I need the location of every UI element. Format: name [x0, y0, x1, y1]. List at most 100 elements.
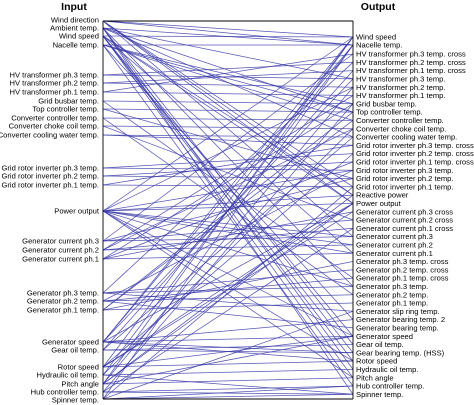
link-pitch-angle-to-wind-speed	[102, 36, 354, 385]
link-generator-current-ph-3-to-hv-transformer-ph-3-temp-cross	[102, 53, 354, 242]
link-pitch-angle-to-generator-speed	[102, 335, 354, 385]
output-label-generator-current-ph-3: Generator current ph.3	[356, 232, 433, 241]
input-label-spinner-temp: Spinner temp.	[52, 396, 99, 405]
output-label-hub-controller-temp: Hub controller temp.	[356, 382, 424, 391]
link-hv-transformer-ph-2-temp-to-hv-transformer-ph-1-temp-cross	[102, 70, 354, 84]
link-hv-transformer-ph-2-temp-to-hv-transformer-ph-2-temp	[102, 82, 354, 88]
output-label-generator-current-ph-1-cross: Generator current ph.1 cross	[356, 224, 453, 233]
link-hv-transformer-ph-3-temp-to-hv-transformer-ph-2-temp-cross	[102, 61, 354, 76]
output-label-grid-rotor-inverter-ph-2-temp: Grid rotor inverter ph.2 temp.	[356, 174, 454, 183]
output-label-converter-choke-coil-temp: Converter choke coil temp.	[356, 124, 446, 133]
output-label-generator-ph-1-temp-cross: Generator ph.1 temp. cross	[356, 274, 449, 283]
input-label-generator-current-ph-2: Generator current ph.2	[22, 246, 99, 255]
output-label-generator-ph-3-temp-cross: Generator ph.3 temp. cross	[356, 257, 449, 266]
link-converter-controller-temp-to-generator-ph-2-temp	[102, 117, 354, 296]
input-label-rotor-speed: Rotor speed	[58, 363, 99, 372]
link-wind-speed-to-rotor-speed	[102, 35, 354, 362]
link-rotor-speed-to-generator-speed	[102, 335, 354, 368]
link-generator-speed-to-power-output	[102, 203, 354, 343]
input-label-hv-transformer-ph-2-temp: HV transformer ph.2 temp.	[10, 79, 99, 88]
output-label-generator-ph-2-temp: Generator ph.2 temp.	[356, 290, 428, 299]
link-hydraulic-oil-temp-to-converter-choke-coil-temp	[102, 128, 354, 376]
input-label-hub-controller-temp: Hub controller temp.	[31, 388, 99, 397]
link-gear-oil-temp-to-gear-oil-temp	[102, 344, 354, 351]
input-label-power-output: Power output	[54, 207, 100, 216]
link-wind-direction-to-power-output	[102, 20, 354, 204]
input-label-top-controller-temp: Top controller temp.	[32, 105, 99, 114]
link-spinner-temp-to-nacelle-temp	[102, 44, 354, 400]
input-label-hv-transformer-ph-3-temp: HV transformer ph.3 temp.	[10, 71, 99, 80]
output-label-generator-slip-ring-temp: Generator slip ring temp.	[356, 307, 440, 316]
link-converter-choke-coil-temp-to-converter-choke-coil-temp	[102, 125, 354, 130]
link-wind-speed-to-gear-bearing-temp-hss	[102, 35, 354, 354]
link-wind-direction-to-reactive-power	[102, 20, 354, 196]
output-header: Output	[361, 1, 396, 13]
link-generator-current-ph-3-to-generator-current-ph-2-cross	[102, 219, 354, 242]
output-label-grid-rotor-inverter-ph-2-temp-cross: Grid rotor inverter ph.2 temp. cross	[356, 149, 474, 158]
output-label-gear-bearing-temp-hss: Gear bearing temp. (HSS)	[356, 348, 445, 357]
output-label-gear-oil-temp: Gear oil temp.	[356, 340, 404, 349]
output-label-power-output: Power output	[356, 199, 402, 208]
link-wind-direction-to-nacelle-temp	[102, 20, 354, 46]
input-label-gear-oil-temp: Gear oil temp.	[51, 346, 99, 355]
link-wind-direction-to-grid-rotor-inverter-ph-1-temp	[102, 20, 354, 188]
output-label-generator-ph-2-temp-cross: Generator ph.2 temp. cross	[356, 265, 449, 274]
link-hub-controller-temp-to-hub-controller-temp	[102, 385, 354, 393]
output-label-nacelle-temp: Nacelle temp.	[356, 41, 402, 50]
output-label-generator-current-ph-2: Generator current ph.2	[356, 241, 433, 250]
output-label-reactive-power: Reactive power	[356, 191, 409, 200]
link-spinner-temp-to-spinner-temp	[102, 393, 354, 400]
input-label-hydraulic-oil-temp: Hydraulic oil temp.	[37, 371, 99, 380]
link-power-output-to-generator-current-ph-2	[102, 210, 354, 246]
link-power-output-to-reactive-power	[102, 194, 354, 212]
output-label-generator-ph-1-temp: Generator ph.1 temp.	[356, 299, 428, 308]
link-rotor-speed-to-wind-speed	[102, 36, 354, 368]
link-power-output-to-hv-transformer-ph-2-temp	[102, 86, 354, 212]
link-rotor-speed-to-grid-rotor-inverter-ph-2-temp-cross	[102, 153, 354, 368]
input-label-generator-ph-1-temp: Generator ph.1 temp.	[27, 306, 99, 315]
link-ambient-temp-to-generator-ph-3-temp	[102, 27, 354, 287]
input-label-converter-cooling-water-temp: Converter cooling water temp.	[0, 131, 99, 140]
link-grid-rotor-inverter-ph-1-temp-to-grid-rotor-inverter-ph-1-temp	[102, 184, 354, 188]
input-label-wind-speed: Wind speed	[59, 32, 99, 41]
link-generator-ph-3-temp-to-hv-transformer-ph-2-temp-cross	[102, 62, 354, 294]
link-power-output-to-generator-current-ph-1	[102, 210, 354, 254]
link-grid-rotor-inverter-ph-3-temp-to-grid-rotor-inverter-ph-2-temp-cross	[102, 153, 354, 169]
link-wind-direction-to-wind-speed	[102, 20, 354, 38]
link-generator-ph-3-temp-to-generator-slip-ring-temp	[102, 292, 354, 312]
output-label-grid-rotor-inverter-ph-3-temp: Grid rotor inverter ph.3 temp.	[356, 166, 454, 175]
link-hv-transformer-ph-1-temp-to-hv-transformer-ph-3-temp-cross	[102, 53, 354, 93]
input-label-nacelle-temp: Nacelle temp.	[53, 41, 99, 50]
link-pitch-angle-to-hv-transformer-ph-2-temp	[102, 86, 354, 385]
input-label-grid-rotor-inverter-ph-3-temp: Grid rotor inverter ph.3 temp.	[2, 164, 100, 173]
output-label-generator-current-ph-1: Generator current ph.1	[356, 249, 433, 258]
input-label-grid-rotor-inverter-ph-2-temp: Grid rotor inverter ph.2 temp.	[2, 172, 100, 181]
link-spinner-temp-to-hub-controller-temp	[102, 385, 354, 400]
link-wind-direction-to-generator-current-ph-3	[102, 20, 354, 237]
link-grid-busbar-temp-to-grid-busbar-temp	[102, 100, 354, 105]
link-top-controller-temp-to-top-controller-temp	[102, 108, 354, 113]
link-generator-current-ph-2-to-hv-transformer-ph-1-temp	[102, 95, 354, 251]
link-spinner-temp-to-grid-rotor-inverter-ph-1-temp	[102, 186, 354, 400]
output-label-wind-speed: Wind speed	[356, 33, 396, 42]
output-label-converter-controller-temp: Converter controller temp.	[356, 116, 444, 125]
link-converter-cooling-water-temp-to-grid-rotor-inverter-ph-3-temp-cross	[102, 134, 354, 146]
link-pitch-angle-to-reactive-power	[102, 194, 354, 385]
link-wind-speed-to-power-output	[102, 35, 354, 204]
link-generator-speed-to-wind-speed	[102, 36, 354, 343]
link-power-output-to-wind-speed	[102, 36, 354, 212]
link-ambient-temp-to-top-controller-temp	[102, 27, 354, 113]
link-hub-controller-temp-to-grid-busbar-temp	[102, 103, 354, 393]
output-label-grid-busbar-temp: Grid busbar temp.	[356, 99, 417, 108]
output-label-top-controller-temp: Top controller temp.	[356, 108, 423, 117]
output-label-hv-transformer-ph-2-temp-cross: HV transformer ph.2 temp. cross	[356, 58, 466, 67]
link-wind-speed-to-reactive-power	[102, 35, 354, 196]
output-label-generator-speed: Generator speed	[356, 332, 413, 341]
output-label-hv-transformer-ph-1-temp: HV transformer ph.1 temp.	[356, 91, 445, 100]
link-power-output-to-pitch-angle	[102, 210, 354, 379]
output-label-generator-ph-3-temp: Generator ph.3 temp.	[356, 282, 428, 291]
link-converter-controller-temp-to-converter-controller-temp	[102, 117, 354, 121]
